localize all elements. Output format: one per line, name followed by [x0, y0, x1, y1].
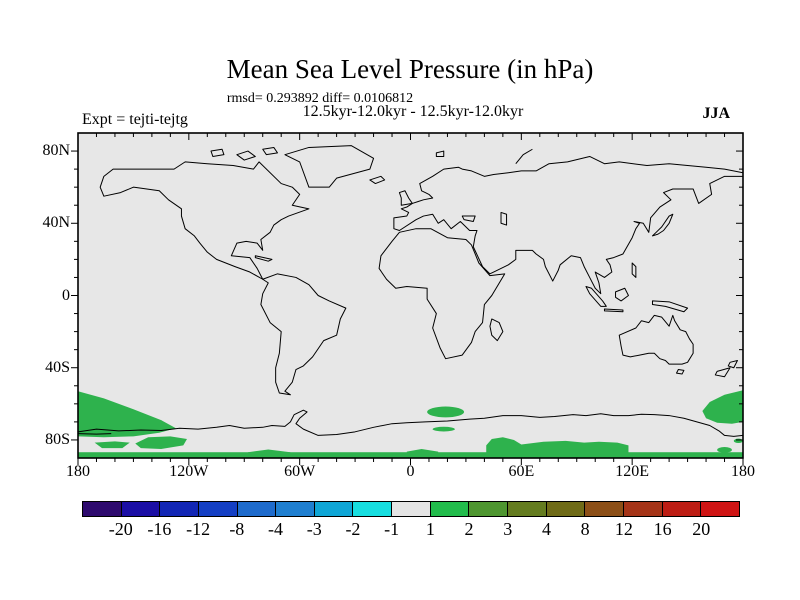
y-axis-tick-label: 80N — [42, 142, 70, 160]
colorbar-level-label: 3 — [503, 519, 513, 539]
case-subtitle: 12.5kyr-12.0kyr - 12.5kyr-12.0kyr — [302, 103, 524, 120]
colorbar-cell — [661, 501, 702, 517]
contour-shade-region — [717, 446, 732, 453]
contour-shade-band-bottom — [78, 452, 743, 458]
colorbar-cell — [391, 501, 431, 517]
y-axis-tick-label: 0 — [62, 286, 70, 304]
colorbar-level-label: 1 — [425, 519, 435, 539]
x-axis-tick-label: 180 — [66, 463, 90, 480]
x-axis-tick-label: 60W — [284, 463, 316, 480]
colorbar-cell — [82, 501, 122, 517]
map-ocean-background — [78, 133, 743, 458]
colorbar-level-label: -12 — [186, 519, 211, 539]
colorbar-cell — [352, 501, 393, 517]
contour-shade-region — [432, 426, 455, 432]
colorbar-level-label: -3 — [306, 519, 322, 539]
colorbar-cell — [622, 501, 663, 517]
x-axis-tick-label: 120E — [615, 463, 650, 480]
colorbar-cell — [545, 501, 586, 517]
colorbar-level-label: 20 — [692, 519, 711, 539]
colorbar-cell — [584, 501, 624, 517]
colorbar-level-label: 4 — [541, 519, 551, 539]
x-axis-tick-label: 120W — [169, 463, 209, 480]
world-map-plot — [78, 133, 743, 458]
colorbar — [82, 501, 740, 517]
x-axis-tick-label: 180 — [731, 463, 755, 480]
plot-title: Mean Sea Level Pressure (in hPa) — [226, 54, 594, 84]
contour-shade-region — [733, 438, 743, 444]
colorbar-cell — [120, 501, 161, 517]
colorbar-level-label: -1 — [384, 519, 400, 539]
colorbar-level-label: 12 — [614, 519, 633, 539]
x-axis-tick-label: 60E — [508, 463, 535, 480]
colorbar-level-label: 16 — [653, 519, 672, 539]
colorbar-cell — [275, 501, 315, 517]
colorbar-level-label: -4 — [268, 519, 284, 539]
season-label: JJA — [702, 105, 730, 122]
coastline-ice-shelf — [78, 434, 111, 435]
experiment-label: Expt = tejti-tejtg — [82, 111, 188, 128]
colorbar-cell — [429, 501, 470, 517]
rmsd-diff-stats: rmsd= 0.293892 diff= 0.0106812 — [226, 91, 414, 106]
contour-shade-region — [427, 406, 465, 418]
colorbar-level-label: 2 — [464, 519, 474, 539]
colorbar-cell — [159, 501, 199, 517]
colorbar-cell — [700, 501, 740, 517]
colorbar-cell — [313, 501, 354, 517]
y-axis-tick-label: 40N — [42, 214, 70, 232]
colorbar-cell — [197, 501, 238, 517]
colorbar-level-label: -16 — [147, 519, 172, 539]
colorbar-level-label: -8 — [229, 519, 245, 539]
x-axis-tick-label: 0 — [406, 463, 415, 480]
colorbar-cell — [236, 501, 277, 517]
colorbar-cell — [507, 501, 547, 517]
colorbar-cell — [468, 501, 509, 517]
colorbar-level-label: -2 — [345, 519, 361, 539]
colorbar-level-label: 8 — [580, 519, 590, 539]
y-axis-tick-label: 40S — [45, 358, 70, 376]
colorbar-level-label: -20 — [108, 519, 133, 539]
y-axis-tick-label: 80S — [45, 430, 70, 448]
